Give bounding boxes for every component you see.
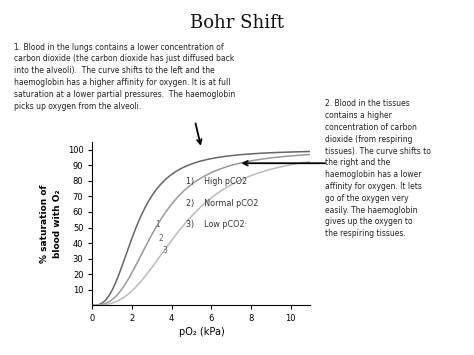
Text: 3: 3 xyxy=(163,246,168,255)
X-axis label: pO₂ (kPa): pO₂ (kPa) xyxy=(179,328,224,338)
Y-axis label: % saturation of
blood with O₂: % saturation of blood with O₂ xyxy=(40,184,62,263)
Text: 2. Blood in the tissues
contains a higher
concentration of carbon
dioxide (from : 2. Blood in the tissues contains a highe… xyxy=(325,99,430,238)
Text: 2)    Normal pCO2: 2) Normal pCO2 xyxy=(186,199,258,208)
Text: 2: 2 xyxy=(159,234,164,243)
Text: 1. Blood in the lungs contains a lower concentration of
carbon dioxide (the carb: 1. Blood in the lungs contains a lower c… xyxy=(14,43,236,111)
Text: 1: 1 xyxy=(155,220,160,229)
Text: 1)    High pCO2: 1) High pCO2 xyxy=(186,178,247,186)
Text: Bohr Shift: Bohr Shift xyxy=(190,14,284,32)
Text: 3)    Low pCO2·: 3) Low pCO2· xyxy=(186,220,247,229)
